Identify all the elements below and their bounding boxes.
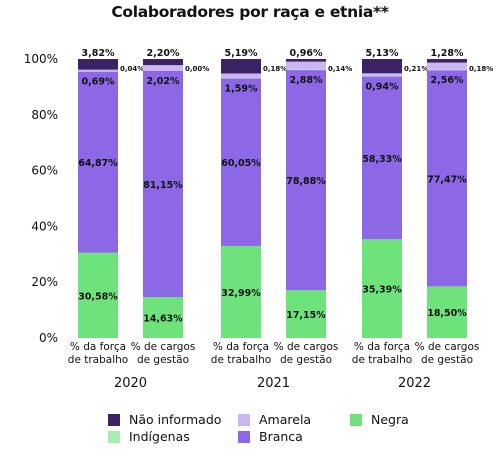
data-label-nao-informado: 5,19% [225, 48, 258, 59]
data-label-indigenas: 0,21% [404, 65, 428, 73]
data-label-branca: 77,47% [427, 174, 467, 185]
category-label-line1: % de cargos [131, 341, 196, 353]
category-label-line1: % de cargos [415, 341, 480, 353]
bar-segment-amarela [427, 62, 467, 70]
category-label-line2: de trabalho [211, 354, 271, 366]
data-label-negra: 18,50% [427, 308, 467, 319]
bar-segment-amarela [221, 73, 261, 78]
data-label-indigenas: 0,14% [328, 65, 352, 73]
bar-segment-branca [221, 78, 261, 246]
bar-segment-nao-informado [286, 58, 326, 62]
data-label-branca: 64,87% [78, 158, 118, 169]
data-label-negra: 35,39% [362, 285, 402, 296]
bar-segment-negra [78, 252, 118, 338]
chart-title: Colaboradores por raça e etnia** [111, 3, 389, 21]
bar-segment-nao-informado [427, 59, 467, 63]
data-label-nao-informado: 0,96% [290, 48, 323, 59]
bar-segment-negra [427, 286, 467, 338]
category-label-line1: % da força [213, 341, 269, 353]
y-tick-label: 80% [31, 108, 58, 122]
data-label-amarela: 2,56% [431, 75, 464, 86]
y-tick-label: 0% [39, 331, 58, 345]
category-label-line2: de trabalho [68, 354, 128, 366]
bar-segment-indigenas [221, 77, 261, 79]
category-label-line1: % da força [354, 341, 410, 353]
data-label-branca: 78,88% [286, 176, 326, 187]
data-label-amarela: 1,59% [225, 83, 258, 94]
data-label-indigenas: 0,18% [263, 65, 287, 73]
bar-segment-amarela [362, 73, 402, 76]
data-label-negra: 32,99% [221, 288, 261, 299]
bar-segment-branca [427, 70, 467, 287]
bar-segment-nao-informado [143, 59, 183, 66]
data-label-amarela: 0,94% [366, 82, 399, 93]
bar-segment-amarela [78, 69, 118, 72]
data-label-negra: 14,63% [143, 314, 183, 325]
year-label: 2020 [114, 376, 147, 391]
category-label-line2: de gestão [421, 354, 473, 366]
bar-segment-amarela [286, 61, 326, 70]
data-label-negra: 30,58% [78, 291, 118, 302]
category-label-line2: de gestão [137, 354, 189, 366]
y-tick-label: 60% [31, 164, 58, 178]
category-label-line2: de gestão [280, 354, 332, 366]
y-tick-label: 100% [24, 52, 58, 66]
bar-segment-branca [286, 70, 326, 291]
bar-segment-negra [286, 290, 326, 338]
bar-segment-branca [78, 71, 118, 253]
bar-segment-branca [362, 76, 402, 240]
bar-segment-indigenas [362, 75, 402, 77]
data-label-nao-informado: 2,20% [147, 48, 180, 59]
data-label-branca: 81,15% [143, 180, 183, 191]
y-tick-label: 20% [31, 275, 58, 289]
category-label-line1: % da força [70, 341, 126, 353]
data-label-nao-informado: 3,82% [82, 48, 115, 59]
data-label-amarela: 2,88% [290, 75, 323, 86]
bar-segment-indigenas [427, 69, 467, 71]
bar-segment-negra [362, 239, 402, 338]
data-label-branca: 58,33% [362, 154, 402, 165]
data-label-indigenas: 0,00% [185, 65, 209, 73]
data-label-branca: 60,05% [221, 158, 261, 169]
data-label-indigenas: 0,04% [120, 65, 144, 73]
bar-segment-amarela [143, 65, 183, 71]
bar-segment-branca [143, 70, 183, 298]
data-label-amarela: 0,69% [82, 77, 115, 88]
bar-segment-nao-informado [362, 59, 402, 74]
data-label-negra: 17,15% [286, 310, 326, 321]
bar-segment-negra [221, 245, 261, 338]
category-label-line2: de trabalho [352, 354, 412, 366]
bar-segment-nao-informado [221, 59, 261, 74]
data-label-nao-informado: 1,28% [431, 48, 464, 59]
year-label: 2021 [257, 376, 290, 391]
year-label: 2022 [398, 376, 431, 391]
y-tick-label: 40% [31, 219, 58, 233]
data-label-indigenas: 0,18% [469, 65, 493, 73]
data-label-amarela: 2,02% [147, 76, 180, 87]
category-label-line1: % de cargos [274, 341, 339, 353]
bar-segment-nao-informado [78, 59, 118, 70]
data-label-nao-informado: 5,13% [366, 48, 399, 59]
bar-segment-negra [143, 297, 183, 338]
